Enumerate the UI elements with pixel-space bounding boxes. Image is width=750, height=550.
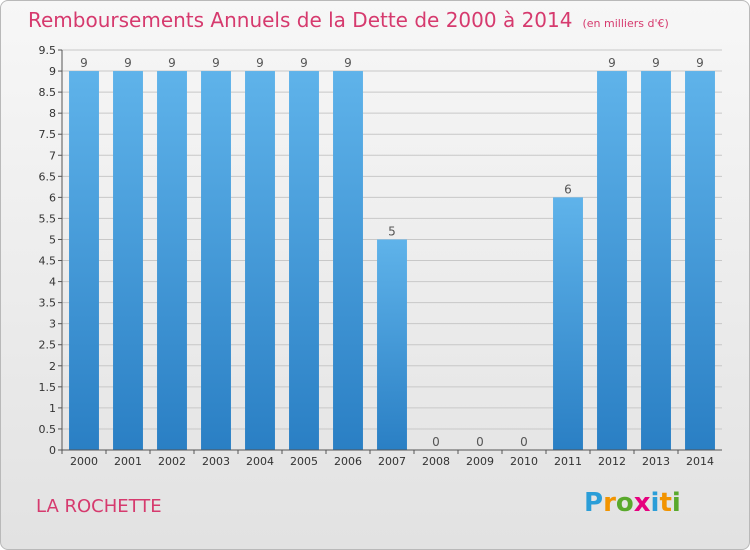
bars [69, 71, 715, 450]
bar [641, 71, 671, 450]
y-tick-label: 9 [49, 65, 56, 78]
x-tick-label: 2013 [642, 455, 670, 468]
bar-value-label: 9 [652, 56, 660, 70]
y-tick-label: 9.5 [39, 44, 57, 57]
y-tick-label: 3.5 [39, 297, 57, 310]
x-tick-label: 2001 [114, 455, 142, 468]
bar [685, 71, 715, 450]
proxiti-logo: Proxiti [584, 488, 681, 518]
chart-title-text: Remboursements Annuels de la Dette de 20… [28, 8, 573, 32]
y-tick-label: 7.5 [39, 128, 57, 141]
bar-value-label: 9 [256, 56, 264, 70]
bar-value-label: 9 [300, 56, 308, 70]
y-tick-label: 0.5 [39, 423, 57, 436]
y-tick-label: 5 [49, 233, 56, 246]
chart-title: Remboursements Annuels de la Dette de 20… [28, 8, 669, 32]
y-tick-label: 4.5 [39, 255, 57, 268]
y-tick-label: 5.5 [39, 212, 57, 225]
bar [201, 71, 231, 450]
x-tick-label: 2003 [202, 455, 230, 468]
bar-value-label: 9 [80, 56, 88, 70]
bar-value-label: 0 [476, 435, 484, 449]
bar-value-label: 9 [696, 56, 704, 70]
bar [245, 71, 275, 450]
bar [553, 197, 583, 450]
x-tick-label: 2005 [290, 455, 318, 468]
y-tick-label: 3 [49, 318, 56, 331]
bar-value-label: 9 [124, 56, 132, 70]
bar [113, 71, 143, 450]
y-tick-label: 6 [49, 191, 56, 204]
bar [69, 71, 99, 450]
bar-value-label: 9 [344, 56, 352, 70]
x-tick-label: 2012 [598, 455, 626, 468]
axes [58, 49, 722, 454]
bar [289, 71, 319, 450]
y-tick-label: 2.5 [39, 339, 57, 352]
bar-value-label: 5 [388, 224, 396, 238]
bar-value-label: 6 [564, 182, 572, 196]
x-tick-label: 2006 [334, 455, 362, 468]
y-tick-label: 1.5 [39, 381, 57, 394]
x-tick-label: 2007 [378, 455, 406, 468]
y-tick-label: 8 [49, 107, 56, 120]
bar-value-label: 9 [608, 56, 616, 70]
bar [333, 71, 363, 450]
x-tick-label: 2011 [554, 455, 582, 468]
bar-value-label: 0 [432, 435, 440, 449]
x-tick-label: 2010 [510, 455, 538, 468]
bar [597, 71, 627, 450]
x-tick-label: 2004 [246, 455, 274, 468]
bar-value-label: 0 [520, 435, 528, 449]
y-tick-label: 7 [49, 149, 56, 162]
bar [157, 71, 187, 450]
x-tick-label: 2008 [422, 455, 450, 468]
commune-name: LA ROCHETTE [36, 496, 162, 517]
y-tick-label: 1 [49, 402, 56, 415]
y-tick-label: 0 [49, 444, 56, 457]
bar-value-label: 9 [212, 56, 220, 70]
y-tick-label: 8.5 [39, 86, 57, 99]
x-tick-label: 2000 [70, 455, 98, 468]
labels: 0 0.5 1 1.5 2 2.5 3 3.5 4 4.5 5 5.5 6 6.5 7 7.5 8 8.5 9 9.5… [39, 44, 715, 468]
bar-value-label: 9 [168, 56, 176, 70]
y-tick-label: 4 [49, 276, 56, 289]
chart-subtitle: (en milliers d'€) [582, 17, 669, 30]
y-tick-label: 2 [49, 360, 56, 373]
x-tick-label: 2002 [158, 455, 186, 468]
x-tick-label: 2009 [466, 455, 494, 468]
x-tick-label: 2014 [686, 455, 714, 468]
y-tick-label: 6.5 [39, 170, 57, 183]
bar [377, 239, 407, 450]
